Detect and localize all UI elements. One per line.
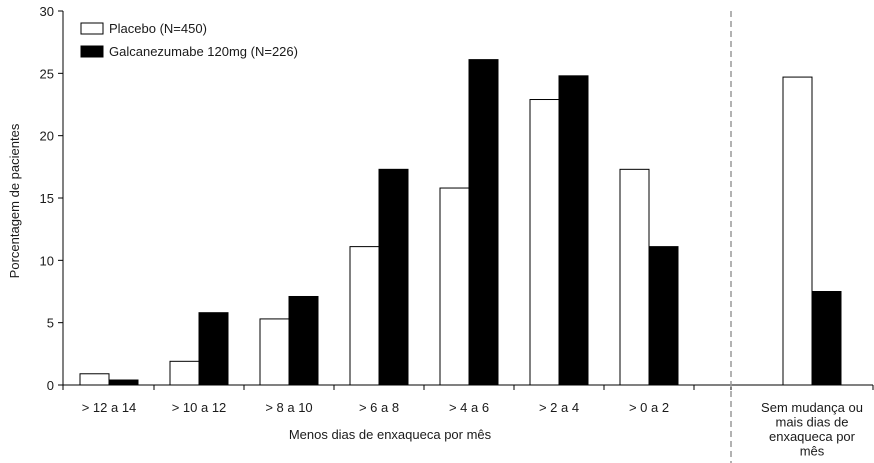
galcanezumab-bar — [198, 312, 229, 386]
y-tick-label: 25 — [40, 66, 54, 81]
placebo-bar — [169, 360, 200, 386]
galcanezumab-bar — [108, 379, 139, 386]
legend-label: Placebo (N=450) — [109, 21, 207, 36]
x-category-label: > 2 a 4 — [539, 400, 579, 415]
galcanezumab-bar — [288, 295, 319, 386]
placebo-bar — [79, 373, 110, 386]
y-tick-label: 10 — [40, 253, 54, 268]
placebo-bar — [782, 76, 813, 386]
galcanezumab-bar — [648, 246, 679, 386]
x-category-label: mês — [800, 444, 825, 459]
placebo-bar — [529, 99, 560, 386]
galcanezumab-bar — [468, 59, 499, 386]
x-category-label: > 4 a 6 — [449, 400, 489, 415]
x-category-label: > 12 a 14 — [82, 400, 137, 415]
galcanezumab-bar — [378, 168, 409, 386]
y-tick-label: 15 — [40, 191, 54, 206]
x-category-label: mais dias de — [776, 415, 849, 430]
legend-swatch — [80, 45, 104, 58]
y-tick-label: 20 — [40, 129, 54, 144]
x-category-label: Sem mudança ou — [761, 400, 863, 415]
y-tick-label: 5 — [47, 316, 54, 331]
x-category-label: > 8 a 10 — [265, 400, 312, 415]
legend-swatch — [80, 22, 104, 35]
placebo-bar — [259, 318, 290, 386]
x-category-label: enxaqueca por — [769, 429, 856, 444]
placebo-bar — [439, 187, 470, 386]
y-axis-title: Porcentagem de pacientes — [7, 123, 22, 278]
galcanezumab-bar — [558, 75, 589, 386]
y-tick-label: 30 — [40, 4, 54, 19]
x-axis-title: Menos dias de enxaqueca por mês — [289, 427, 492, 442]
y-tick-label: 0 — [47, 378, 54, 393]
x-category-label: > 10 a 12 — [172, 400, 227, 415]
placebo-bar — [349, 246, 380, 386]
x-category-label: > 0 a 2 — [629, 400, 669, 415]
galcanezumab-bar — [811, 291, 842, 386]
x-category-label: > 6 a 8 — [359, 400, 399, 415]
placebo-bar — [619, 168, 650, 386]
legend-label: Galcanezumabe 120mg (N=226) — [109, 44, 298, 59]
